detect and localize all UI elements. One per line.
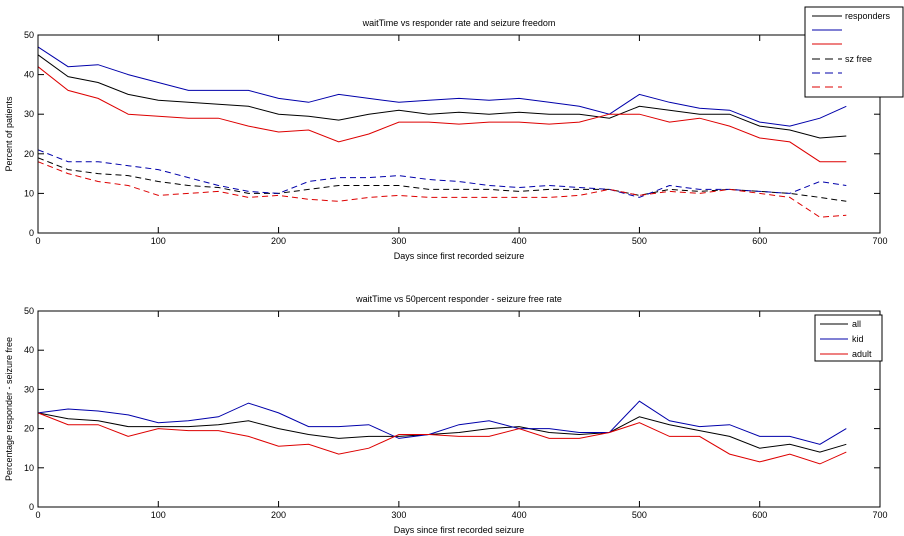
legend-label: kid xyxy=(852,334,864,344)
y-tick-label: 20 xyxy=(24,149,34,159)
y-axis-label: Percentage responder - seizure free xyxy=(4,337,14,481)
legend: all kid adult xyxy=(814,314,883,362)
legend-box xyxy=(804,6,904,98)
chart-title: waitTime vs 50percent responder - seizur… xyxy=(355,294,562,304)
y-tick-label: 0 xyxy=(29,502,34,512)
x-tick-label: 600 xyxy=(752,510,767,520)
x-axis-label: Days since first recorded seizure xyxy=(394,525,525,535)
x-tick-label: 700 xyxy=(872,510,887,520)
series-line-all xyxy=(37,412,847,453)
x-tick-label: 200 xyxy=(271,510,286,520)
y-axis-label: Percent of patients xyxy=(4,96,14,172)
x-tick-label: 0 xyxy=(35,236,40,246)
x-axis-label: Days since first recorded seizure xyxy=(394,251,525,261)
y-tick-label: 20 xyxy=(24,424,34,434)
x-tick-label: 500 xyxy=(632,236,647,246)
y-tick-label: 40 xyxy=(24,345,34,355)
series-line-unnamed-2 xyxy=(37,66,847,163)
axes-box xyxy=(37,34,881,234)
y-tick-label: 50 xyxy=(24,30,34,40)
series-line-kid xyxy=(37,400,847,445)
legend: responders sz free xyxy=(804,6,904,98)
x-tick-label: 100 xyxy=(151,510,166,520)
y-tick-label: 40 xyxy=(24,70,34,80)
legend-label: sz free xyxy=(845,54,872,64)
x-tick-label: 700 xyxy=(872,236,887,246)
x-tick-label: 200 xyxy=(271,236,286,246)
series-line-unnamed-1 xyxy=(37,46,847,127)
top-chart: waitTime vs responder rate and seizure f… xyxy=(4,6,904,261)
y-tick-label: 30 xyxy=(24,384,34,394)
chart-title: waitTime vs responder rate and seizure f… xyxy=(362,18,556,28)
bottom-chart: waitTime vs 50percent responder - seizur… xyxy=(4,294,888,535)
y-tick-label: 10 xyxy=(24,463,34,473)
legend-label: responders xyxy=(845,11,891,21)
x-tick-label: 400 xyxy=(512,510,527,520)
y-tick-label: 30 xyxy=(24,109,34,119)
legend-label: adult xyxy=(852,349,872,359)
x-tick-label: 500 xyxy=(632,510,647,520)
x-tick-label: 400 xyxy=(512,236,527,246)
series-line-sz-free xyxy=(37,157,847,202)
x-tick-label: 100 xyxy=(151,236,166,246)
series-line-unnamed-5 xyxy=(37,161,847,218)
x-tick-label: 600 xyxy=(752,236,767,246)
legend-box xyxy=(814,314,883,362)
y-tick-label: 10 xyxy=(24,188,34,198)
x-tick-label: 300 xyxy=(391,236,406,246)
x-tick-label: 0 xyxy=(35,510,40,520)
series-line-unnamed-4 xyxy=(37,149,847,198)
series-line-responders xyxy=(37,54,847,139)
axes-box xyxy=(37,310,881,508)
y-tick-label: 0 xyxy=(29,228,34,238)
legend-label: all xyxy=(852,319,861,329)
y-tick-label: 50 xyxy=(24,306,34,316)
series-line-adult xyxy=(37,412,847,465)
x-tick-label: 300 xyxy=(391,510,406,520)
